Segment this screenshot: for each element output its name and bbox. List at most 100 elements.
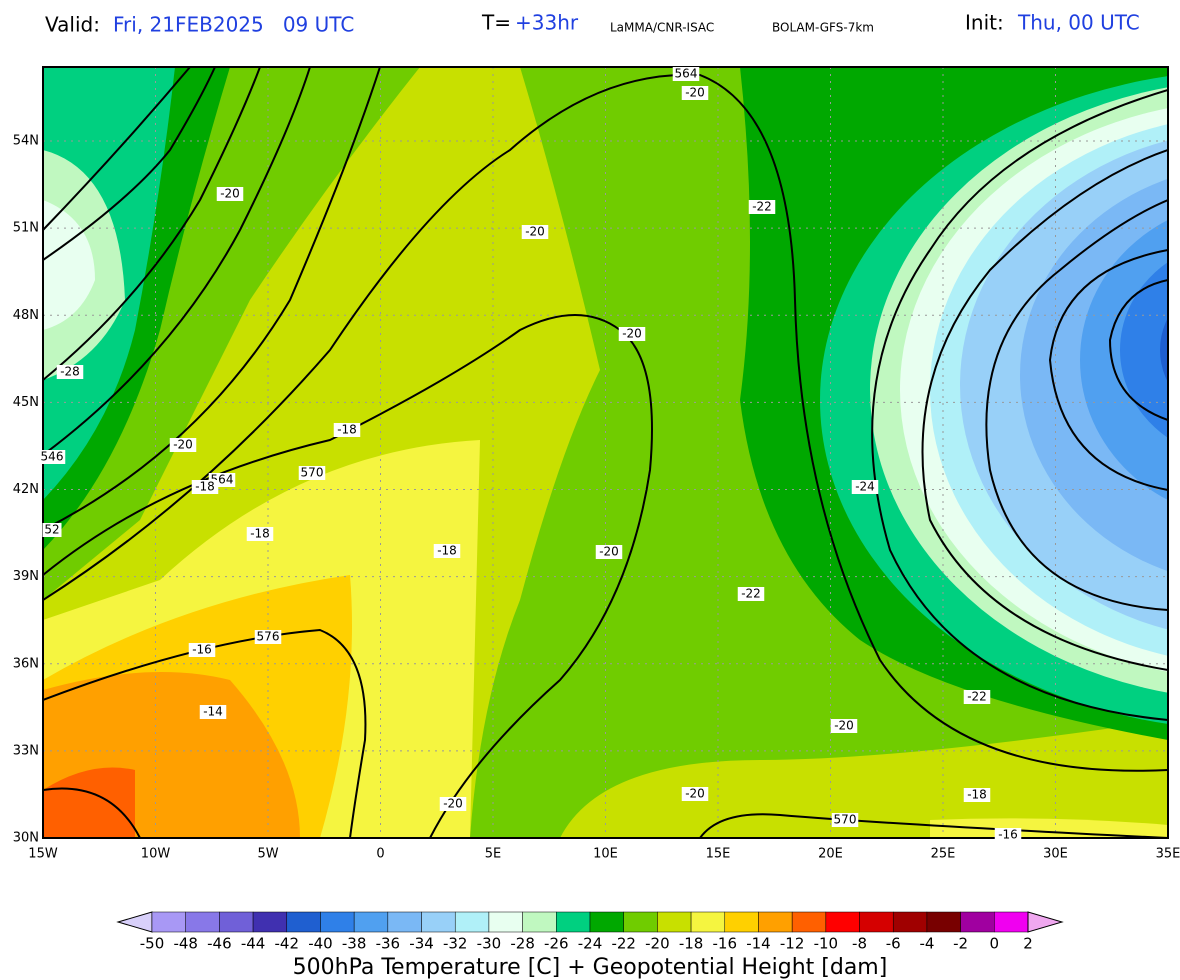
contour-label-bg bbox=[994, 828, 1022, 842]
lon-label: 10W bbox=[141, 847, 171, 862]
contour-label-bg bbox=[56, 365, 84, 379]
t-label: T= bbox=[481, 11, 511, 35]
lon-label: 35E bbox=[1156, 847, 1180, 862]
lat-label: 54N bbox=[13, 134, 39, 149]
colorbar-tick-label: -18 bbox=[679, 935, 704, 953]
lon-label: 5E bbox=[485, 847, 502, 862]
contour-label: -20 bbox=[834, 719, 854, 733]
contour-label-bg bbox=[681, 86, 709, 100]
colorbar-box bbox=[219, 911, 254, 933]
temperature-field bbox=[43, 67, 1168, 838]
colorbar-tick-label: -10 bbox=[814, 935, 839, 953]
contour-label: -20 bbox=[220, 187, 240, 201]
graticule bbox=[43, 67, 1168, 838]
colorbar-tick-label: -26 bbox=[544, 935, 569, 953]
init-value: Thu, 00 UTC bbox=[1017, 11, 1140, 35]
lat-label: 51N bbox=[13, 221, 39, 236]
colorbar-box bbox=[286, 911, 321, 933]
contour-label: -18 bbox=[195, 480, 215, 494]
colorbar-box bbox=[454, 911, 490, 933]
colorbar-box bbox=[926, 911, 961, 933]
colorbar-box bbox=[994, 911, 1029, 933]
colorbar-tick-label: 0 bbox=[990, 935, 1000, 953]
contour-label: -18 bbox=[967, 788, 987, 802]
contour-label: -20 bbox=[173, 438, 193, 452]
contour-label-bg bbox=[246, 527, 274, 541]
colorbar-tick-label: -8 bbox=[852, 935, 867, 953]
lat-label: 33N bbox=[13, 743, 39, 758]
valid-value: Fri, 21FEB2025 09 UTC bbox=[113, 13, 354, 37]
contour-labels: 564-20-20-22-20-20-28-18-20546564-18570-… bbox=[38, 67, 1022, 842]
contour-label-bg bbox=[38, 450, 66, 464]
colorbar-box bbox=[623, 911, 658, 933]
contour-label-bg bbox=[439, 797, 467, 811]
contour-label-bg bbox=[188, 643, 216, 657]
colorbar-box bbox=[488, 911, 523, 933]
colorbar-tick-label: -30 bbox=[477, 935, 502, 953]
contour-label-bg bbox=[298, 466, 326, 480]
contour-label-bg bbox=[433, 544, 461, 558]
colorbar-tick-label: -38 bbox=[342, 935, 367, 953]
contour-label-bg bbox=[851, 480, 879, 494]
contour-label: -22 bbox=[967, 690, 987, 704]
colorbar-box bbox=[151, 911, 186, 933]
colorbar-box bbox=[353, 911, 389, 933]
colorbar-box bbox=[657, 911, 692, 933]
t-value: +33hr bbox=[515, 11, 579, 35]
lat-label: 42N bbox=[13, 482, 39, 497]
colorbar-tick-label: -34 bbox=[409, 935, 434, 953]
contour-label-bg bbox=[737, 587, 765, 601]
colorbar: -50 -48 -46 -44 -42 -40 -38 -36 -34 -32 -30 -28 -26-… bbox=[116, 911, 1064, 953]
colorbar-tick-label: -28 bbox=[510, 935, 535, 953]
colorbar-tick-label: -4 bbox=[919, 935, 934, 953]
colorbar-tick-label: -20 bbox=[645, 935, 670, 953]
colorbar-box bbox=[421, 911, 456, 933]
colorbar-box bbox=[185, 911, 220, 933]
contour-label: -18 bbox=[337, 423, 357, 437]
contour-label-bg bbox=[595, 545, 623, 559]
contour-label: 546 bbox=[41, 450, 64, 464]
colorbar-box bbox=[758, 911, 793, 933]
colorbar-tick-label: -16 bbox=[713, 935, 738, 953]
lon-label: 25E bbox=[931, 847, 956, 862]
colorbar-end bbox=[116, 911, 153, 933]
contour-label-bg bbox=[191, 480, 219, 494]
contour-label: -14 bbox=[203, 705, 223, 719]
colorbar-box bbox=[252, 911, 288, 933]
colorbar-end bbox=[1027, 911, 1064, 933]
contour-label: -20 bbox=[622, 327, 642, 341]
lon-label: 0 bbox=[376, 847, 384, 862]
lon-label: 15W bbox=[28, 847, 58, 862]
colorbar-tick-label: -50 bbox=[140, 935, 165, 953]
colorbar-tick-label: -48 bbox=[173, 935, 198, 953]
contour-label: 564 bbox=[675, 67, 698, 81]
contour-label-bg bbox=[748, 200, 776, 214]
colorbar-box bbox=[892, 911, 928, 933]
contour-label-bg bbox=[672, 67, 700, 81]
contour-label-bg bbox=[254, 630, 282, 644]
colorbar-tick-label: -24 bbox=[578, 935, 603, 953]
contour-label-bg bbox=[963, 690, 991, 704]
lon-label: 30E bbox=[1043, 847, 1068, 862]
init-label: Init: bbox=[965, 11, 1004, 35]
lat-label: 48N bbox=[13, 308, 39, 323]
contour-label: 576 bbox=[257, 630, 280, 644]
colorbar-box bbox=[791, 911, 827, 933]
colorbar-box bbox=[589, 911, 624, 933]
contour-label: -20 bbox=[685, 86, 705, 100]
colorbar-box bbox=[960, 911, 995, 933]
colorbar-box bbox=[556, 911, 591, 933]
lon-label: 20E bbox=[818, 847, 843, 862]
contour-label-bg bbox=[830, 719, 858, 733]
contour-label: -20 bbox=[443, 797, 463, 811]
colorbar-tick-label: -42 bbox=[275, 935, 300, 953]
contour-label: -16 bbox=[192, 643, 212, 657]
colorbar-tick-label: -12 bbox=[780, 935, 805, 953]
colorbar-box bbox=[522, 911, 557, 933]
colorbar-tick-label: -36 bbox=[376, 935, 401, 953]
contour-label-bg bbox=[199, 705, 227, 719]
contour-label: 52 bbox=[44, 523, 59, 537]
colorbar-box bbox=[724, 911, 759, 933]
contour-label-bg bbox=[618, 327, 646, 341]
